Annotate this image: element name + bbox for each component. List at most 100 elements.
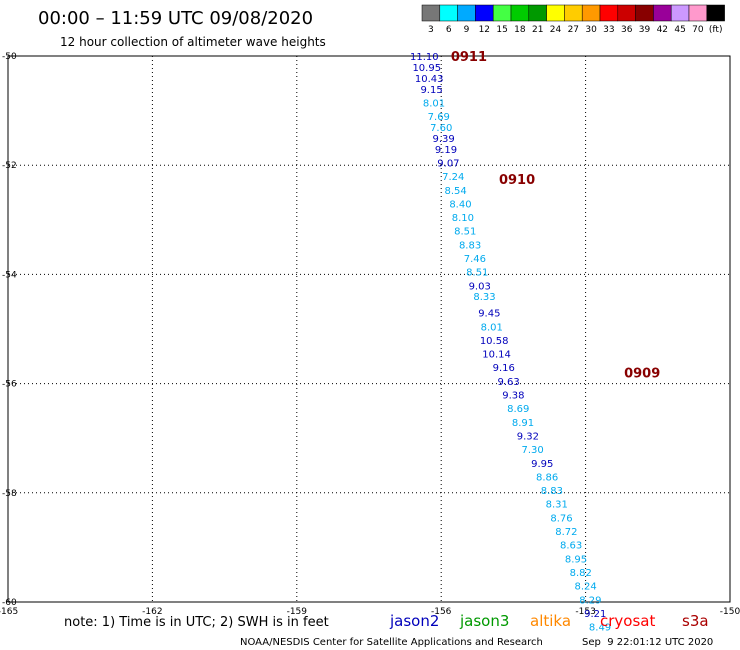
- plot-frame: [7, 55, 731, 603]
- wave-height-value: 9.19: [435, 145, 457, 156]
- wave-height-value: 8.29: [579, 595, 601, 606]
- wave-height-value: 8.51: [466, 268, 488, 279]
- x-tick-label: -165: [0, 607, 18, 617]
- y-tick-label: -56: [2, 380, 17, 390]
- wave-height-value: 8.83: [541, 486, 563, 497]
- wave-height-value: 8.83: [459, 240, 481, 251]
- wave-height-value: 7.24: [442, 172, 464, 183]
- color-swatch: [653, 4, 672, 22]
- wave-height-value: 9.39: [432, 134, 454, 145]
- color-swatch: [528, 4, 547, 22]
- legend-entry: jason2: [389, 612, 439, 630]
- color-scale-bar: 3 6 9 12 15 18 21 24 27 30 33 36 39 42 45 70 (ft): [421, 4, 725, 35]
- wave-height-value: 9.45: [478, 309, 500, 320]
- color-scale-label: 21: [532, 25, 543, 35]
- wave-height-value: 9.32: [517, 431, 539, 442]
- x-tick-label: -159: [287, 607, 308, 617]
- wave-height-value: 7.60: [430, 123, 452, 134]
- color-scale-label: 27: [568, 25, 579, 35]
- y-tick-label: -60: [2, 598, 17, 608]
- color-scale-label: 30: [585, 25, 597, 35]
- x-tick-label: -156: [431, 607, 452, 617]
- y-tick-label: -58: [2, 489, 17, 499]
- wave-height-value: 9.63: [497, 377, 519, 388]
- color-swatch: [564, 4, 583, 22]
- wave-height-value: 9.38: [502, 391, 524, 402]
- wave-height-value: 9.07: [437, 158, 459, 169]
- color-scale-label: 3: [428, 25, 434, 35]
- track-labels: 0911091009090908: [451, 50, 740, 562]
- wave-height-value: 8.54: [445, 186, 467, 197]
- wave-height-value: 9.15: [420, 85, 442, 96]
- grid-lines: [8, 56, 730, 602]
- wave-height-value: 10.95: [412, 63, 441, 74]
- color-swatch: [635, 4, 654, 22]
- footer-timestamp: Sep 9 22:01:12 UTC 2020: [582, 637, 713, 648]
- color-scale-label: 24: [550, 25, 562, 35]
- y-tick-label: -52: [2, 161, 17, 171]
- track-label: 0909: [624, 367, 660, 382]
- color-swatch: [546, 4, 565, 22]
- color-swatch: [581, 4, 601, 22]
- wave-height-value: 8.31: [546, 500, 568, 511]
- color-scale-label: 33: [603, 25, 614, 35]
- color-swatch: [599, 4, 619, 22]
- color-swatch: [475, 4, 494, 22]
- wave-height-value: 8.76: [550, 513, 572, 524]
- x-tick-label: -162: [142, 607, 162, 617]
- wave-height-value: 9.21: [584, 609, 606, 620]
- color-scale-label: 45: [674, 25, 685, 35]
- color-scale-label: 70: [692, 25, 704, 35]
- color-swatch: [421, 4, 441, 22]
- wave-height-value: 8.24: [574, 582, 596, 593]
- legend-entry: cryosat: [600, 612, 655, 630]
- chart-title: 00:00 – 11:59 UTC 09/08/2020: [38, 8, 313, 29]
- wave-height-value: 8.91: [512, 418, 534, 429]
- wave-height-value: 8.40: [449, 199, 471, 210]
- chart-subtitle: 12 hour collection of altimeter wave hei…: [60, 35, 326, 49]
- color-swatch: [688, 4, 708, 22]
- wave-height-value: 10.14: [482, 350, 511, 361]
- legend-entry: jason3: [459, 612, 509, 630]
- wave-height-value: 8.69: [507, 404, 529, 415]
- wave-height-value: 8.51: [454, 227, 476, 238]
- color-scale-label: 39: [639, 25, 651, 35]
- x-tick-labels: -165 -162 -159 -156 -153 -150: [0, 607, 740, 617]
- footer-credit: NOAA/NESDIS Center for Satellite Applica…: [240, 637, 543, 648]
- wave-height-value: 8.63: [560, 541, 582, 552]
- wave-height-value: 10.43: [415, 74, 444, 85]
- color-scale-label: 6: [446, 25, 452, 35]
- wave-height-value: 8.95: [565, 554, 587, 565]
- wave-height-value: 8.49: [589, 623, 611, 634]
- footer-note: note: 1) Time is in UTC; 2) SWH is in fe…: [64, 615, 329, 630]
- color-scale-label: 18: [514, 25, 526, 35]
- color-swatch: [617, 4, 636, 22]
- wave-height-value: 8.10: [452, 213, 474, 224]
- color-scale-label: 36: [621, 25, 633, 35]
- wave-height-value: 8.01: [481, 322, 503, 333]
- y-tick-label: -50: [2, 52, 17, 62]
- color-swatch: [706, 4, 725, 22]
- wave-height-value: 8.86: [536, 472, 558, 483]
- wave-height-value: 7.69: [428, 112, 450, 123]
- wave-height-value: 9.95: [531, 459, 553, 470]
- legend-entry: s3a: [682, 612, 709, 630]
- track-label: 0911: [451, 50, 487, 65]
- track-label: 0910: [499, 173, 535, 188]
- wave-height-value: 11.10: [410, 52, 439, 63]
- wave-height-value: 8.72: [555, 527, 577, 538]
- color-swatch: [492, 4, 512, 22]
- color-scale-label: 12: [479, 25, 490, 35]
- y-tick-label: -54: [2, 270, 17, 280]
- color-scale-label: 9: [464, 25, 470, 35]
- wave-height-value: 8.82: [570, 568, 592, 579]
- color-scale-label: 15: [496, 25, 507, 35]
- wave-height-value: 9.16: [493, 363, 515, 374]
- wave-height-value: 9.03: [469, 281, 491, 292]
- x-tick-label: -150: [720, 607, 740, 617]
- color-scale-label: (ft): [709, 25, 723, 35]
- color-scale-label: 42: [657, 25, 668, 35]
